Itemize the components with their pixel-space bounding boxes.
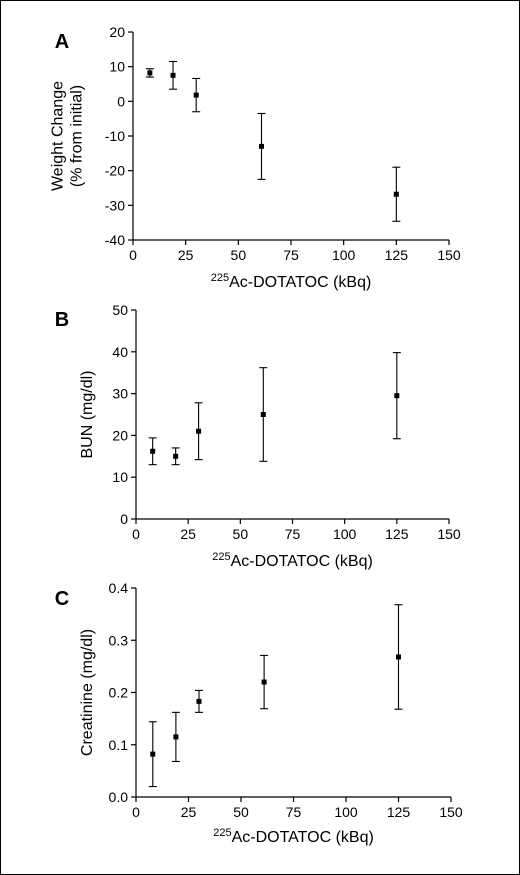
marker (196, 698, 202, 704)
data-point (194, 402, 203, 461)
data-point (392, 166, 401, 222)
marker (173, 453, 179, 459)
x-tick-label: 100 (332, 247, 356, 263)
marker (396, 654, 401, 660)
x-axis-label-superscript: 225 (212, 551, 230, 563)
y-tick-label: 0.1 (109, 737, 129, 753)
marker (193, 92, 199, 98)
data-point (171, 711, 180, 763)
x-tick-label: 50 (233, 526, 249, 542)
x-tick-label: 150 (437, 247, 461, 263)
x-tick-label: 25 (178, 247, 194, 263)
data-point (257, 112, 266, 180)
data-point (260, 654, 269, 710)
data-point (195, 689, 203, 713)
x-axis-label-text: Ac-DOTATOC (kBq) (229, 274, 371, 291)
marker (261, 679, 267, 685)
x-tick-label: 100 (334, 804, 358, 820)
y-tick-label: 50 (112, 302, 128, 318)
y-axis-label: Creatinine (mg/dl) (79, 629, 96, 756)
marker (394, 393, 400, 399)
y-tick-label: 0.0 (109, 789, 129, 805)
x-tick-label: 125 (385, 526, 409, 542)
y-tick-label: 20 (112, 427, 128, 443)
x-tick-label: 0 (132, 804, 140, 820)
x-tick-label: 25 (181, 804, 197, 820)
x-tick-label: 75 (286, 804, 302, 820)
y-tick-label: 0.3 (109, 632, 129, 648)
y-tick-label: 0.2 (109, 685, 129, 701)
x-tick-label: 150 (437, 526, 461, 542)
x-tick-label: 75 (285, 526, 301, 542)
x-axis-label-superscript: 225 (213, 827, 231, 839)
x-tick-label: 75 (283, 247, 299, 263)
y-tick-label: 0 (120, 511, 128, 527)
x-tick-label: 150 (439, 804, 463, 820)
y-tick-label: -10 (105, 128, 125, 144)
panel-label: B (55, 309, 69, 331)
marker (259, 143, 265, 149)
panel-label: C (55, 588, 69, 610)
x-axis-label: 225Ac-DOTATOC (kBq) (213, 827, 374, 846)
chart-panel-a: A -40 -30 -20 -10 0 10 20 0 25 50 75 100 125 150 225Ac-… (50, 24, 461, 291)
marker (260, 412, 266, 417)
data-point (259, 367, 268, 462)
y-tick-label: 40 (112, 344, 128, 360)
y-tick-label: 10 (112, 469, 128, 485)
data-point (192, 77, 201, 113)
x-axis-label-superscript: 225 (211, 272, 229, 284)
x-tick-label: 125 (385, 247, 409, 263)
y-tick-label: 0.4 (109, 580, 129, 596)
y-axis-label: Weight Change (50, 81, 67, 191)
x-tick-label: 25 (180, 526, 196, 542)
y-tick-label: 0 (117, 93, 125, 109)
data-point (169, 60, 178, 90)
marker (173, 734, 179, 740)
x-tick-label: 50 (233, 804, 249, 820)
data-point (148, 721, 157, 788)
y-axis-label: BUN (mg/dl) (79, 370, 96, 458)
x-axis-label: 225Ac-DOTATOC (kBq) (211, 272, 372, 291)
x-axis-label-text: Ac-DOTATOC (kBq) (231, 553, 373, 570)
x-axis-label: 225Ac-DOTATOC (kBq) (212, 551, 373, 570)
marker (393, 191, 399, 197)
x-tick-label: 125 (387, 804, 411, 820)
y-tick-label: -30 (105, 197, 125, 213)
marker (147, 70, 153, 76)
chart-panel-b: B 0 10 20 30 40 50 0 25 50 75 100 125 150 225Ac-DOTATO… (55, 302, 461, 570)
x-tick-label: 50 (231, 247, 247, 263)
x-tick-label: 100 (333, 526, 357, 542)
data-point (171, 447, 180, 466)
data-point (145, 68, 154, 78)
panel-label: A (55, 31, 69, 53)
y-tick-label: -20 (105, 163, 125, 179)
marker (150, 751, 156, 757)
marker (150, 448, 156, 454)
marker (196, 428, 202, 434)
y-tick-label: 20 (109, 24, 125, 40)
x-tick-label: 0 (132, 526, 140, 542)
marker (170, 72, 176, 78)
y-tick-label: 10 (109, 59, 125, 75)
data-point (392, 352, 401, 440)
chart-panel-c: C 0.0 0.1 0.2 0.3 0.4 0 25 50 75 100 125 150 225Ac-DO… (55, 580, 463, 846)
y-axis-label: (% from initial) (69, 85, 86, 187)
x-tick-label: 0 (129, 247, 137, 263)
data-point (394, 604, 403, 710)
data-point (148, 437, 157, 466)
x-axis-label-text: Ac-DOTATOC (kBq) (232, 829, 374, 846)
y-tick-label: 30 (112, 386, 128, 402)
y-tick-label: -40 (105, 232, 125, 248)
